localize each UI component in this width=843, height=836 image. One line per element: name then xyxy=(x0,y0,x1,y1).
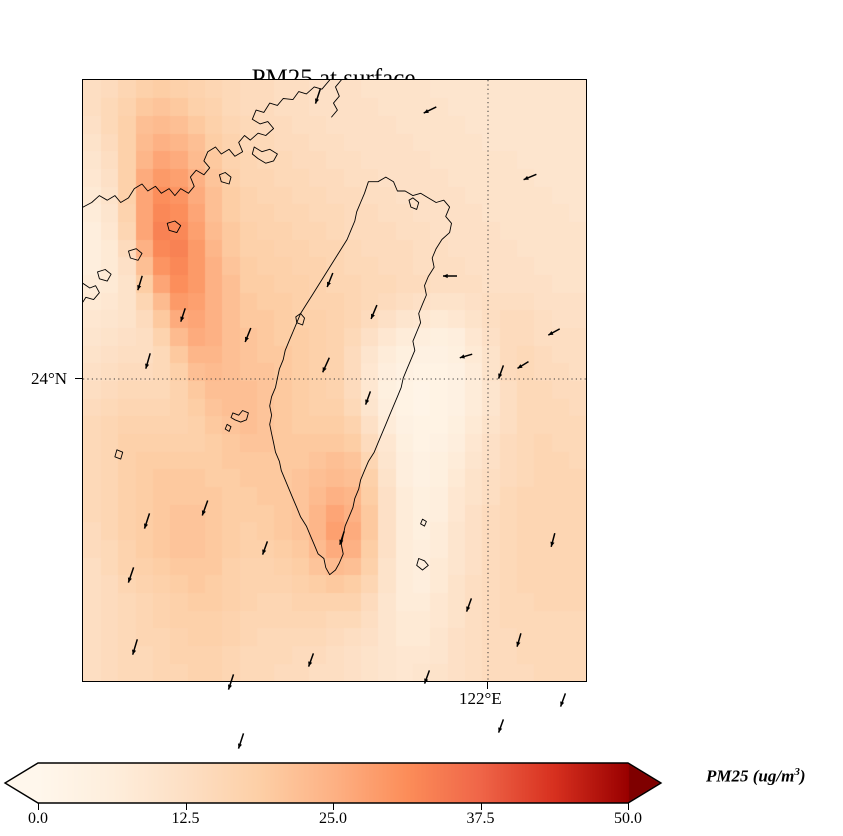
colorbar-label-exponent: 3 xyxy=(794,766,800,778)
xtick-label-122e: 122°E xyxy=(459,689,502,708)
colorbar[interactable]: 0.0 12.5 25.0 37.5 50.0 xyxy=(0,755,680,835)
colorbar-tick-mark-4 xyxy=(628,803,630,810)
colorbar-gradient xyxy=(5,763,661,803)
colorbar-tick-mark-2 xyxy=(333,803,335,810)
colorbar-tick-label-1: 12.5 xyxy=(171,810,200,827)
ytick-label-24n: 24°N xyxy=(31,369,68,388)
colorbar-label-close: ) xyxy=(799,766,806,786)
colorbar-label: PM25 (ug/m3) xyxy=(706,766,805,787)
ytick-mark-24n xyxy=(75,378,83,380)
colorbar-tick-mark-0 xyxy=(38,803,40,810)
colorbar-label-text: PM25 (ug/m xyxy=(706,766,795,786)
colorbar-outline xyxy=(3,762,663,804)
pm25-heatmap-canvas xyxy=(83,80,586,681)
colorbar-tick-mark-1 xyxy=(185,803,187,810)
colorbar-tick-label-2: 25.0 xyxy=(319,810,347,827)
colorbar-tick-label-3: 37.5 xyxy=(466,810,495,827)
xtick-mark-122e xyxy=(487,681,489,689)
map-plot-area[interactable] xyxy=(82,79,587,749)
colorbar-tick-label-0: 0.0 xyxy=(28,810,48,827)
colorbar-tick-label-4: 50.0 xyxy=(614,810,642,827)
colorbar-tick-mark-3 xyxy=(480,803,482,810)
